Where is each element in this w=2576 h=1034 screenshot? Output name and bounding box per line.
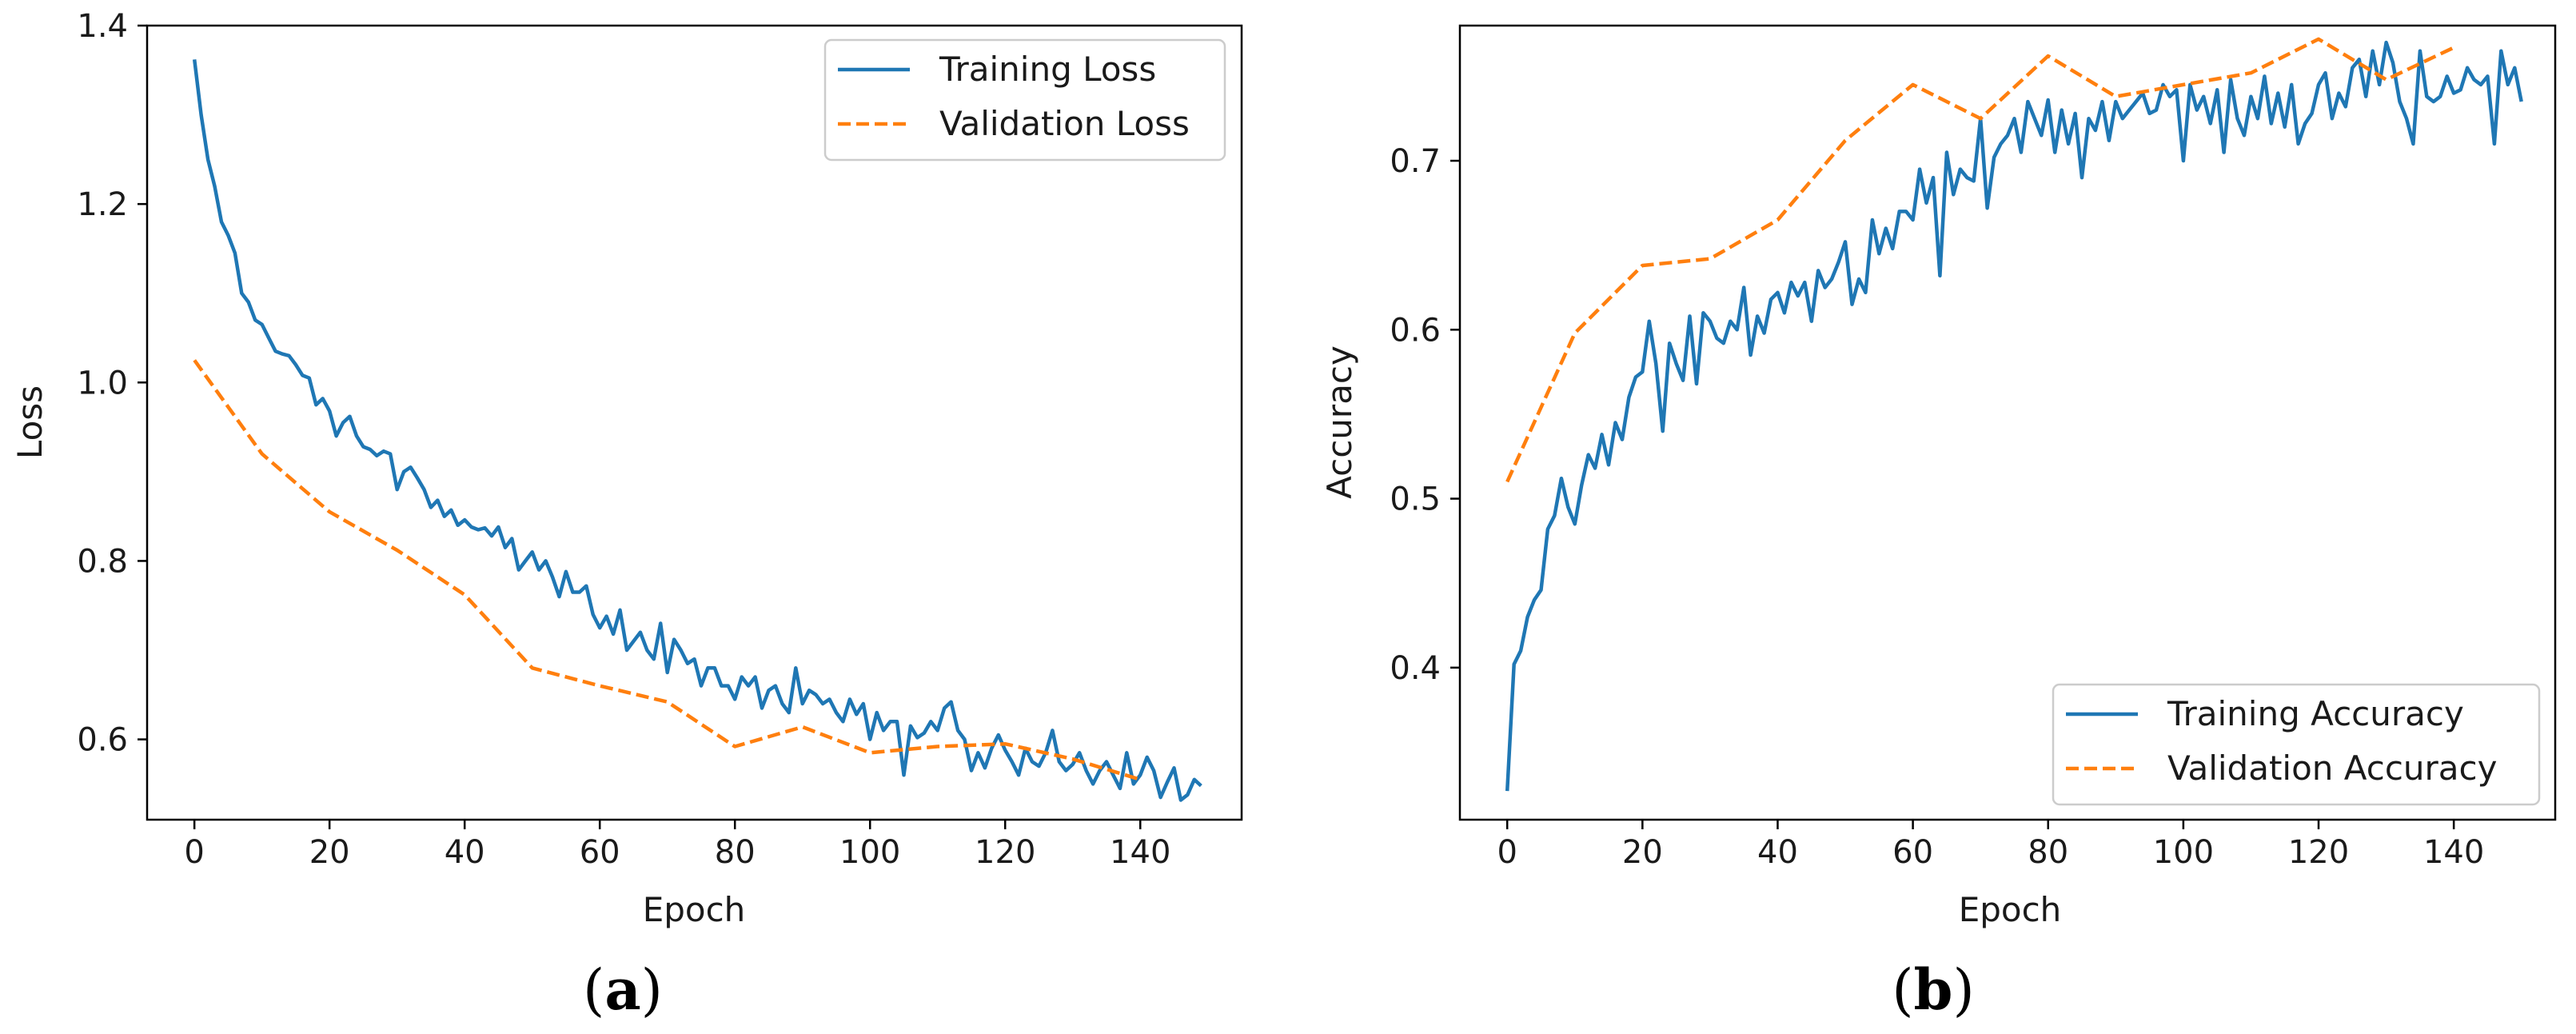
accuracy-x-tick-label: 140 [2423,834,2484,871]
loss-x-tick-label: 140 [1110,834,1170,871]
panel-label-b: (b) [1892,956,1975,1023]
loss-series-layer [192,59,1202,802]
accuracy-y-axis-title: Accuracy [1320,345,1359,499]
accuracy-legend: Training Accuracy Validation Accuracy [2052,683,2541,806]
loss-x-tick-label: 80 [715,834,756,871]
legend-label-validation-accuracy: Validation Accuracy [2167,749,2498,788]
loss-x-tick-label: 40 [445,834,485,871]
accuracy-x-tick-label: 100 [2153,834,2214,871]
accuracy-series-layer [1505,37,2523,792]
accuracy-x-axis-title: Epoch [1959,890,2062,929]
accuracy-y-tick-label: 0.4 [1390,650,1441,687]
accuracy-y-tick-label: 0.6 [1390,312,1441,349]
series-line-validation-loss [193,359,1141,781]
accuracy-chart: 0 20 40 60 80 100 120 140 0.4 0.5 0.6 0.7 Epoch Acc… [1320,24,2557,1023]
loss-ticks-layer: 0 20 40 60 80 100 120 140 0.6 0.8 1.0 1.2 1.4 [77,8,1170,871]
loss-y-tick-label: 1.0 [77,365,128,401]
loss-x-axis-title: Epoch [643,890,746,929]
legend-label-training-loss: Training Loss [939,50,1156,89]
loss-y-tick-label: 1.4 [77,8,128,45]
legend-label-validation-loss: Validation Loss [939,104,1190,143]
loss-plot-frame [146,24,1243,821]
panel-label-a: (a) [583,956,663,1023]
loss-x-tick-label: 100 [839,834,900,871]
accuracy-x-tick-label: 120 [2288,834,2349,871]
loss-legend-box [823,38,1226,162]
loss-y-tick-label: 0.8 [77,543,128,580]
accuracy-x-tick-label: 80 [2028,834,2068,871]
loss-x-tick-label: 120 [975,834,1035,871]
loss-x-tick-label: 20 [309,834,350,871]
accuracy-x-tick-label: 60 [1892,834,1933,871]
panel-label-b-letter: b [1914,956,1953,1023]
legend-label-training-accuracy: Training Accuracy [2167,694,2464,733]
series-line-validation-accuracy [1505,37,2455,483]
series-line-training-loss [192,59,1202,802]
accuracy-y-tick-label: 0.7 [1390,143,1441,180]
loss-x-tick-label: 0 [184,834,204,871]
loss-legend: Training Loss Validation Loss [823,38,1226,162]
accuracy-x-tick-label: 40 [1757,834,1798,871]
loss-x-tick-label: 60 [580,834,620,871]
loss-y-tick-label: 1.2 [77,186,128,223]
loss-y-axis-title: Loss [10,385,50,459]
loss-y-tick-label: 0.6 [77,722,128,759]
accuracy-plot-frame [1458,24,2557,821]
accuracy-y-tick-label: 0.5 [1390,481,1441,518]
accuracy-legend-box [2052,683,2541,806]
series-line-training-accuracy [1505,40,2523,792]
panel-label-a-letter: a [604,956,640,1023]
accuracy-x-tick-label: 20 [1622,834,1663,871]
accuracy-x-tick-label: 0 [1497,834,1517,871]
accuracy-ticks-layer: 0 20 40 60 80 100 120 140 0.4 0.5 0.6 0.7 [1390,143,2484,871]
